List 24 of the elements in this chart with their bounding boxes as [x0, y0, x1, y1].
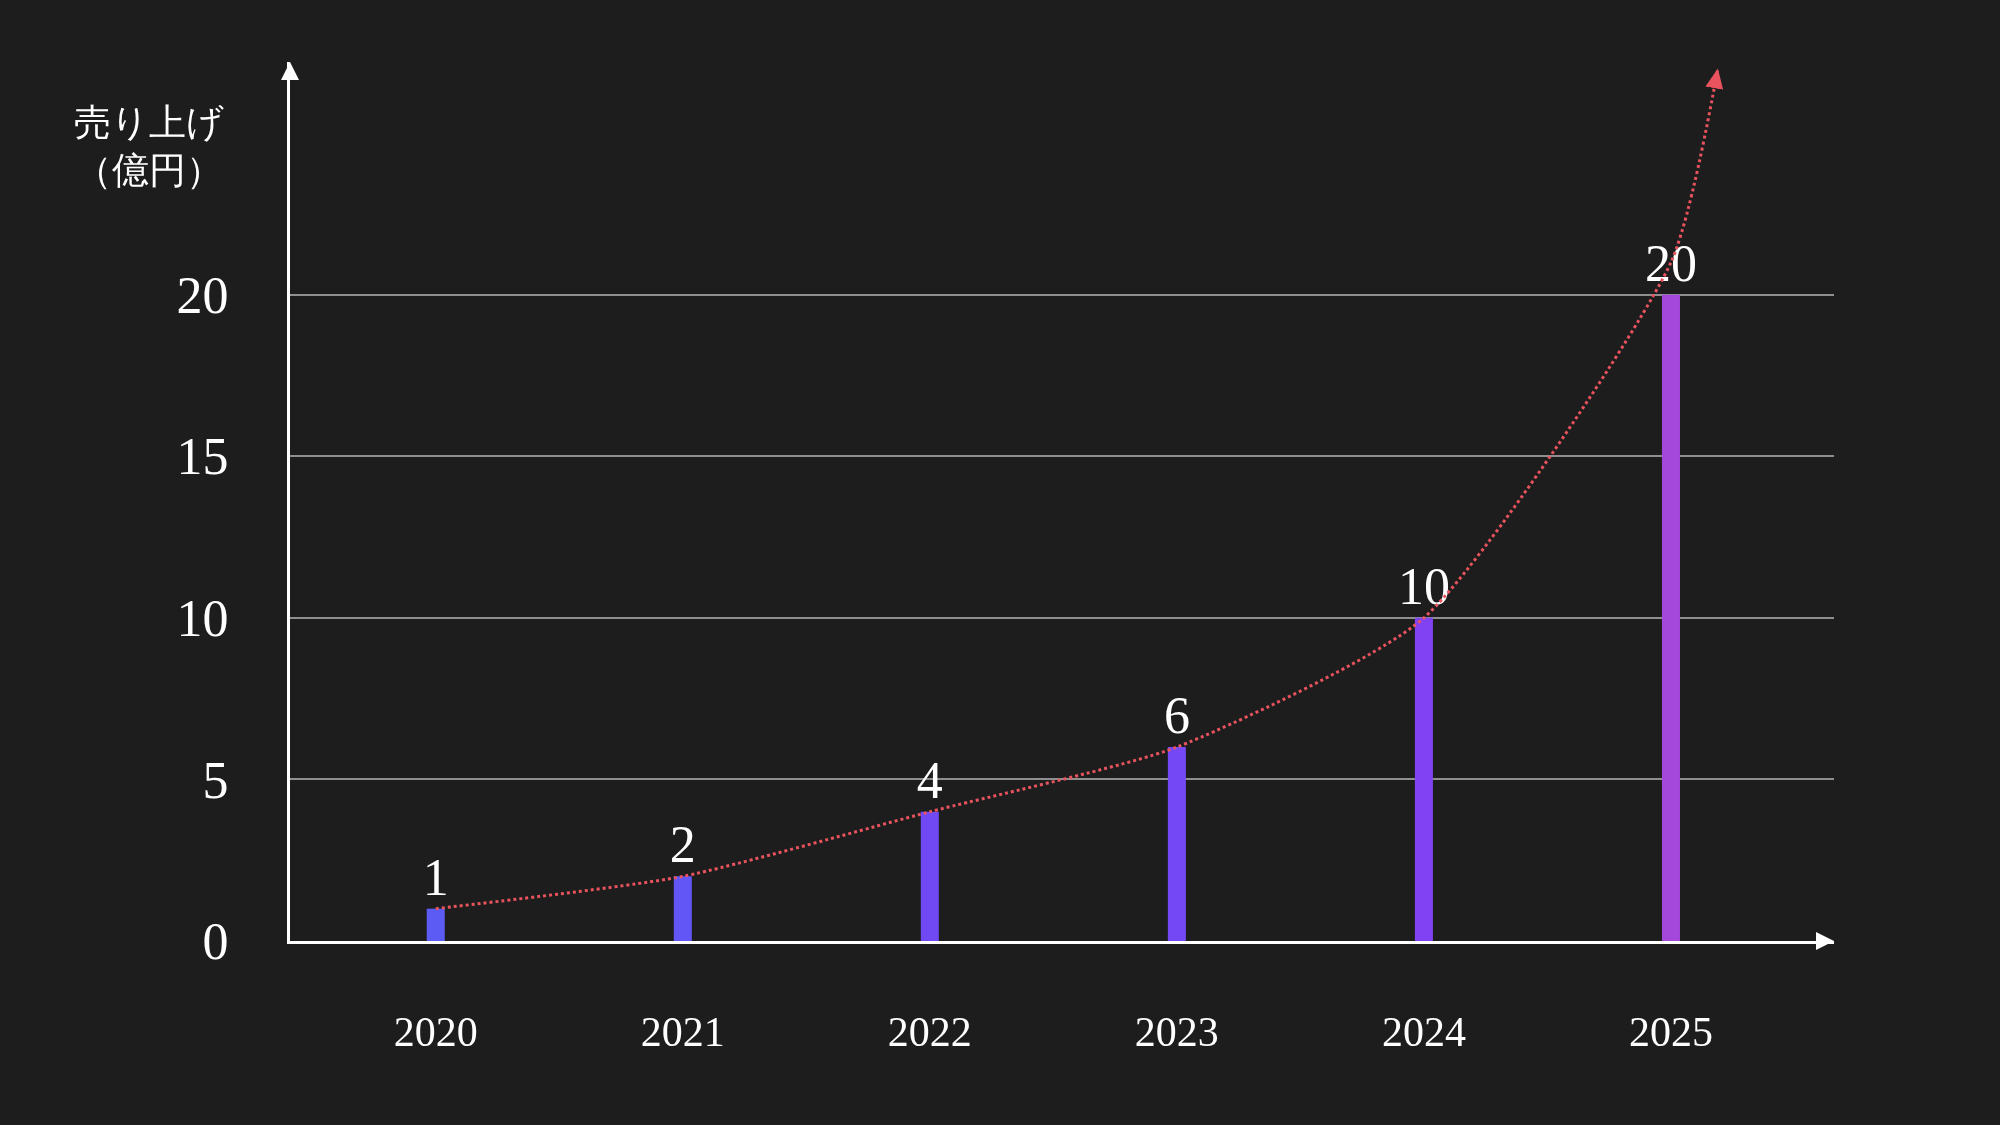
y-tick-label: 0	[202, 913, 229, 971]
x-tick-label: 2024	[1381, 1009, 1466, 1056]
x-tick-label: 2023	[1134, 1009, 1219, 1056]
y-tick-label: 20	[176, 266, 229, 324]
data-label: 4	[916, 751, 943, 809]
data-label: 10	[1397, 557, 1450, 615]
y-tick-label: 10	[176, 590, 229, 648]
x-tick-label: 2021	[640, 1009, 725, 1056]
data-label: 1	[422, 848, 449, 906]
bar	[673, 876, 692, 941]
data-label: 6	[1163, 687, 1190, 745]
data-label: 2	[669, 816, 696, 874]
data-label: 20	[1644, 234, 1697, 292]
bar	[1167, 747, 1186, 941]
bar	[426, 908, 445, 941]
x-tick-label: 2025	[1628, 1009, 1713, 1056]
bar	[920, 811, 939, 941]
x-tick-label: 2020	[393, 1009, 478, 1056]
x-tick-label: 2022	[887, 1009, 972, 1056]
y-tick-label: 5	[202, 751, 229, 809]
bar	[1661, 294, 1680, 941]
y-axis-title: 売り上げ（億円）	[74, 102, 224, 192]
bar	[1414, 617, 1433, 941]
y-tick-label: 15	[176, 428, 229, 486]
